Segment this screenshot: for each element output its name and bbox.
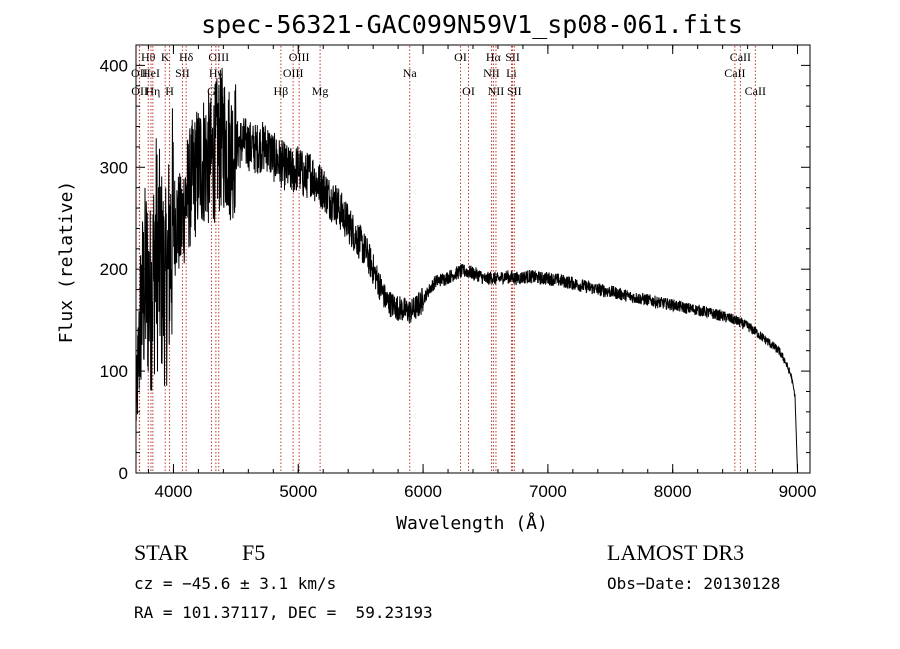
x-tick-label: 8000 — [654, 482, 692, 501]
line-marker-label: OI — [462, 84, 475, 98]
y-axis-label: Flux (relative) — [56, 181, 77, 344]
y-tick-label: 0 — [119, 464, 128, 483]
line-marker-label: OIII — [283, 66, 304, 80]
redshift-readout: cz = −45.6 ± 3.1 km/s — [134, 574, 337, 593]
x-axis-label: Wavelength (Å) — [396, 512, 548, 534]
line-marker-label: OII — [131, 66, 148, 80]
spectral-subclass: F5 — [242, 540, 266, 565]
spectral-class: STAR — [134, 540, 189, 565]
line-marker-label: OII — [131, 84, 148, 98]
line-marker-label: Hβ — [274, 84, 289, 98]
series-flux-line — [135, 67, 798, 474]
line-marker-label: OI — [454, 50, 467, 64]
line-marker-label: NII — [488, 84, 505, 98]
chart-title: spec-56321-GAC099N59V1_sp08-061.fits — [201, 10, 743, 39]
line-marker-label: CaII — [745, 84, 766, 98]
line-marker-label: OIII — [208, 50, 229, 64]
line-marker-label: Na — [403, 66, 418, 80]
x-tick-label: 7000 — [529, 482, 567, 501]
survey-name: LAMOST DR3 — [607, 540, 745, 565]
line-marker-label: OIII — [289, 50, 310, 64]
line-marker-label: NII — [483, 66, 500, 80]
x-tick-label: 9000 — [779, 482, 817, 501]
line-marker-label: CaII — [730, 50, 751, 64]
line-marker-label: Hδ — [179, 50, 194, 64]
line-marker-label: CaII — [724, 66, 745, 80]
line-marker-label: H — [165, 84, 174, 98]
x-tick-label: 4000 — [155, 482, 193, 501]
line-marker-label: G — [207, 84, 216, 98]
line-marker-label: Hη — [145, 84, 160, 98]
line-marker-label: Li — [506, 66, 517, 80]
y-tick-label: 400 — [100, 56, 128, 75]
y-tick-label: 200 — [100, 260, 128, 279]
line-marker-label: HeI — [142, 66, 160, 80]
line-marker-label: Mg — [312, 84, 329, 98]
spectrum-chart: spec-56321-GAC099N59V1_sp08-061.fits OII… — [56, 10, 817, 534]
line-marker-label: K — [161, 50, 170, 64]
x-tick-label: 5000 — [279, 482, 317, 501]
y-tick-label: 100 — [100, 362, 128, 381]
obs-date: Obs−Date: 20130128 — [607, 574, 781, 593]
line-marker-label: SII — [505, 50, 520, 64]
x-tick-label: 6000 — [404, 482, 442, 501]
line-marker-label: Hθ — [141, 50, 156, 64]
plot-frame — [135, 44, 811, 474]
ra-dec-readout: RA = 101.37117, DEC = 59.23193 — [134, 603, 433, 622]
line-marker-label: SII — [507, 84, 522, 98]
y-tick-label: 300 — [100, 158, 128, 177]
line-marker-label: SII — [175, 66, 190, 80]
axes: 4000 5000 6000 7000 8000 9000 0 100 200 300 400 — [100, 44, 817, 501]
series-group — [135, 67, 798, 474]
line-marker-label: Hα — [486, 50, 502, 64]
